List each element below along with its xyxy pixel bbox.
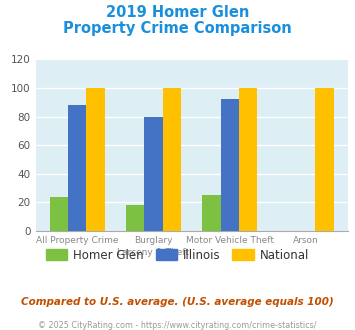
Bar xyxy=(50,197,68,231)
Bar xyxy=(202,195,221,231)
Bar xyxy=(221,99,239,231)
Bar xyxy=(86,88,105,231)
Bar xyxy=(144,116,163,231)
Bar xyxy=(126,205,144,231)
Text: Compared to U.S. average. (U.S. average equals 100): Compared to U.S. average. (U.S. average … xyxy=(21,297,334,307)
Bar xyxy=(68,105,86,231)
Bar xyxy=(315,88,334,231)
Text: 2019 Homer Glen: 2019 Homer Glen xyxy=(106,5,249,20)
Bar xyxy=(163,88,181,231)
Legend: Homer Glen, Illinois, National: Homer Glen, Illinois, National xyxy=(42,244,313,266)
Text: Property Crime Comparison: Property Crime Comparison xyxy=(63,21,292,36)
Bar xyxy=(239,88,257,231)
Text: © 2025 CityRating.com - https://www.cityrating.com/crime-statistics/: © 2025 CityRating.com - https://www.city… xyxy=(38,321,317,330)
